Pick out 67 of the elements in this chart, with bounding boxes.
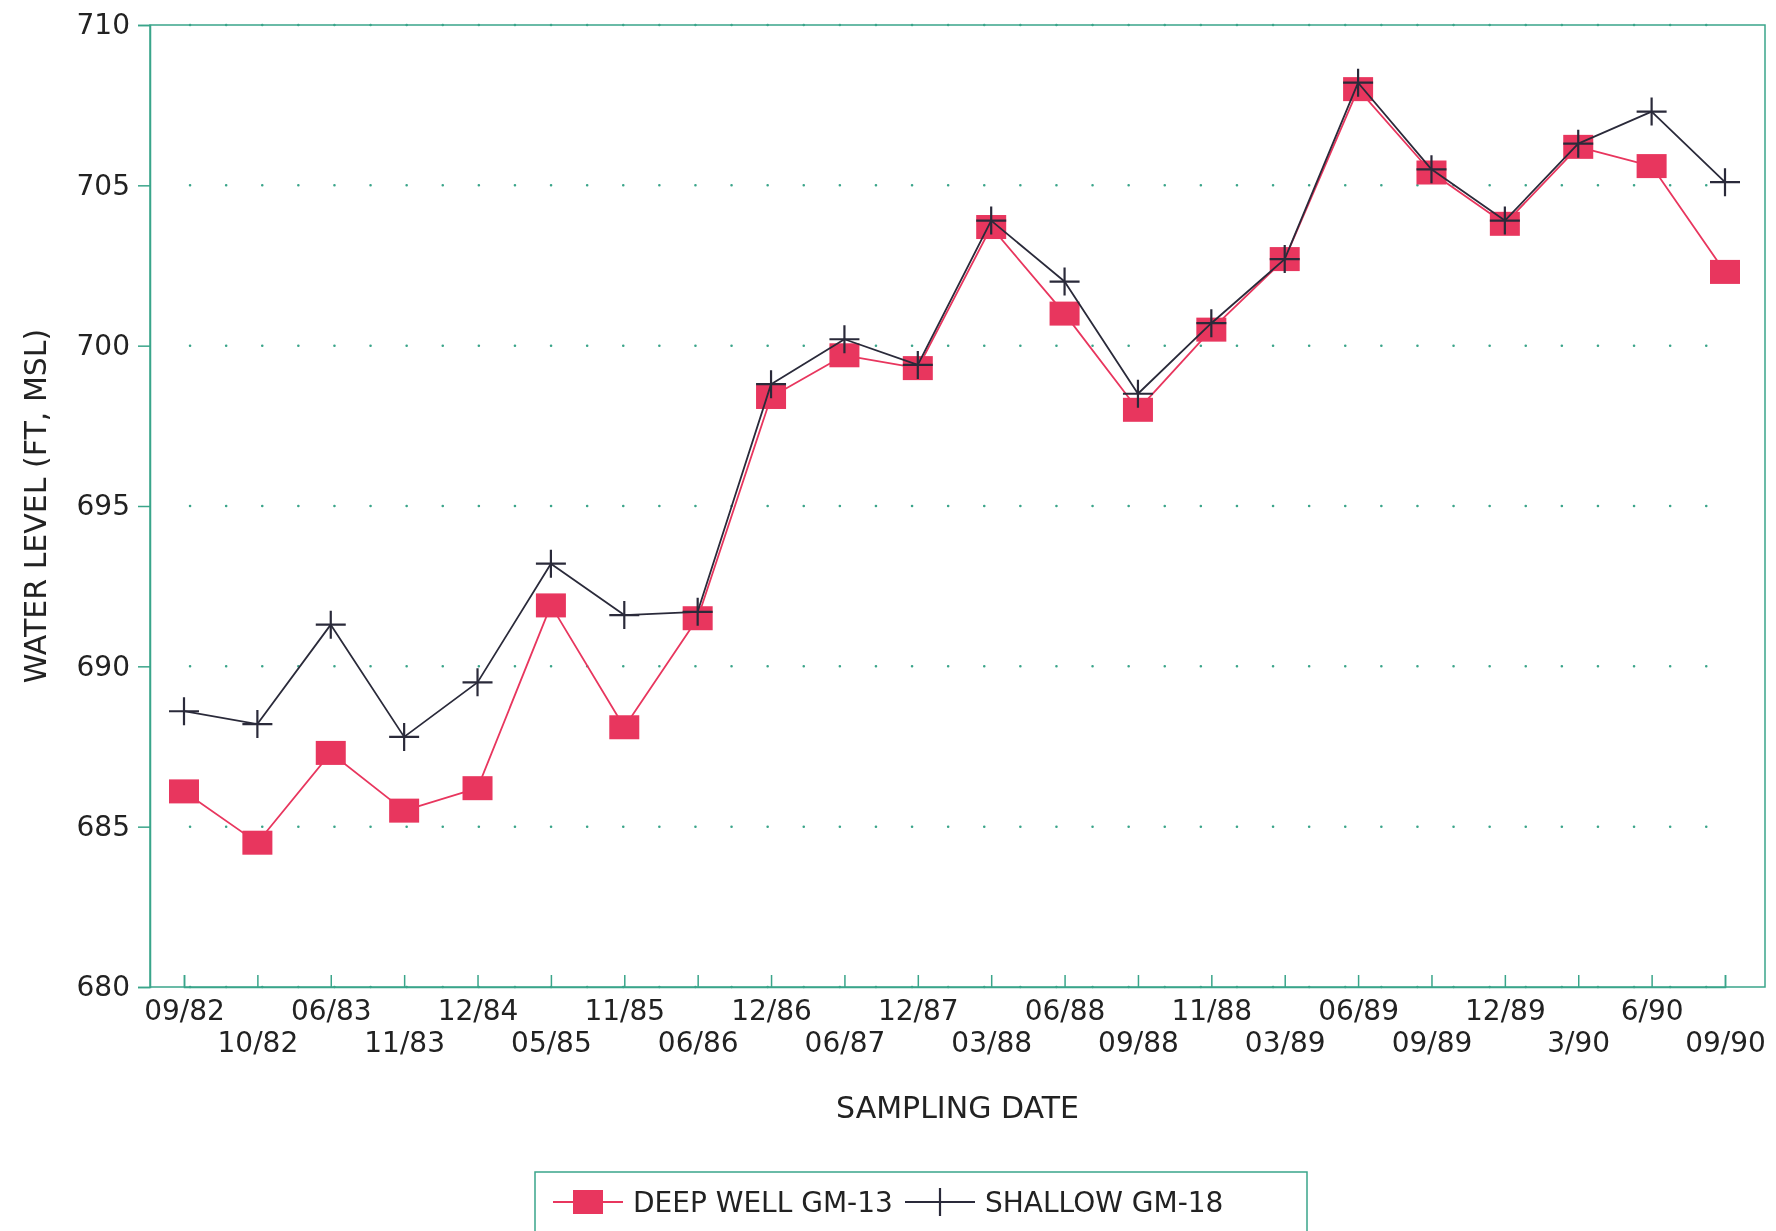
point bbox=[1343, 68, 1374, 97]
point bbox=[315, 610, 346, 639]
point bbox=[1122, 397, 1153, 422]
x-tick-label: 05/85 bbox=[511, 1026, 592, 1060]
point bbox=[682, 597, 713, 626]
point bbox=[829, 343, 860, 368]
x-tick-label: 12/87 bbox=[877, 994, 959, 1028]
x-tick-label: 06/89 bbox=[1318, 994, 1399, 1028]
point bbox=[169, 779, 199, 804]
point bbox=[462, 668, 493, 697]
y-tick-label: 690 bbox=[76, 649, 130, 683]
point bbox=[1416, 155, 1447, 184]
x-tick-label: 09/88 bbox=[1098, 1026, 1179, 1060]
legend-label: DEEP WELL GM-13 bbox=[633, 1185, 893, 1219]
point bbox=[389, 798, 420, 823]
x-tick-label: 3/90 bbox=[1547, 1026, 1611, 1060]
point bbox=[169, 697, 199, 726]
point bbox=[976, 206, 1007, 235]
x-tick-label: 11/83 bbox=[364, 1026, 445, 1060]
point bbox=[1049, 301, 1080, 326]
point bbox=[902, 350, 933, 379]
x-tick-label: 12/84 bbox=[437, 994, 519, 1028]
y-tick-label: 680 bbox=[76, 970, 130, 1004]
x-tick-label: 09/82 bbox=[144, 994, 225, 1028]
x-tick-label: 12/89 bbox=[1465, 994, 1546, 1028]
point bbox=[242, 710, 273, 739]
point bbox=[1636, 154, 1667, 179]
point bbox=[609, 715, 640, 740]
point bbox=[1122, 379, 1153, 408]
x-tick-label: 09/89 bbox=[1391, 1026, 1473, 1060]
point bbox=[535, 549, 566, 578]
x-tick-label: 11/88 bbox=[1171, 994, 1253, 1028]
x-tick-label: 6/90 bbox=[1620, 994, 1684, 1028]
x-tick-label: 09/90 bbox=[1685, 1026, 1766, 1060]
point bbox=[315, 740, 346, 765]
point bbox=[756, 384, 787, 409]
point bbox=[1710, 168, 1740, 197]
point bbox=[242, 830, 273, 855]
point bbox=[1049, 267, 1080, 296]
x-tick-label: 11/85 bbox=[584, 994, 666, 1028]
x-tick-label: 12/86 bbox=[731, 994, 812, 1028]
point bbox=[462, 776, 493, 801]
point bbox=[1196, 309, 1227, 338]
y-tick-label: 710 bbox=[76, 8, 130, 42]
point bbox=[1710, 259, 1740, 284]
point bbox=[756, 370, 787, 399]
x-tick-label: 10/82 bbox=[217, 1026, 299, 1060]
point bbox=[1636, 97, 1667, 126]
point bbox=[389, 722, 420, 751]
y-tick-label: 695 bbox=[76, 489, 130, 523]
x-tick-label: 06/88 bbox=[1024, 994, 1106, 1028]
x-tick-label: 06/86 bbox=[657, 1026, 739, 1060]
y-tick-label: 685 bbox=[76, 810, 130, 844]
point bbox=[535, 593, 566, 618]
x-tick-label: 03/89 bbox=[1244, 1026, 1326, 1060]
legend-label: SHALLOW GM-18 bbox=[985, 1185, 1224, 1219]
x-tick-label: 06/87 bbox=[804, 1026, 886, 1060]
point bbox=[829, 325, 860, 354]
y-tick-label: 700 bbox=[76, 329, 130, 363]
x-axis-title: SAMPLING DATE bbox=[836, 1090, 1079, 1125]
point bbox=[1563, 129, 1594, 158]
y-tick-label: 705 bbox=[76, 168, 130, 202]
x-tick-label: 06/83 bbox=[290, 994, 372, 1028]
x-tick-label: 03/88 bbox=[951, 1026, 1033, 1060]
point bbox=[1489, 206, 1520, 235]
point bbox=[609, 601, 640, 630]
y-axis-title: WATER LEVEL (FT, MSL) bbox=[18, 328, 53, 684]
